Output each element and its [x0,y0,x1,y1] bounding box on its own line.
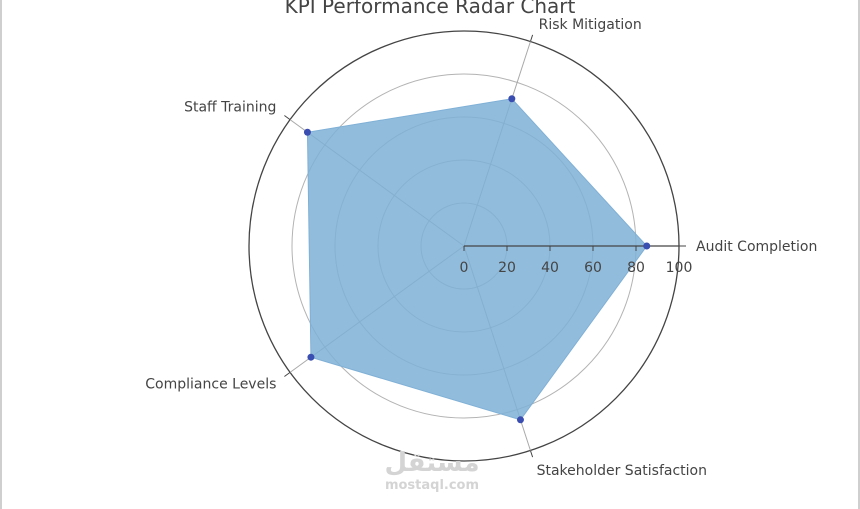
radial-tick-label: 100 [666,260,693,276]
spoke-tick [284,115,291,121]
data-point [508,95,516,103]
radar-area [306,98,648,421]
radar-polygon [306,98,648,421]
data-point [303,128,311,136]
radar-markers [303,95,651,424]
chart-title: KPI Performance Radar Chart [284,0,576,18]
spoke-tick [284,371,291,377]
radial-tick-label: 80 [627,260,645,276]
radial-tick-label: 20 [498,260,516,276]
data-point [307,353,315,361]
watermark-latin: mostaql.com [384,478,480,493]
right-border [858,0,860,509]
category-labels: Audit Completion Risk Mitigation Staff Tra… [145,17,817,479]
category-label: Stakeholder Satisfaction [537,463,707,479]
radial-tick-label: 40 [541,260,559,276]
radial-axis: 0 20 40 60 80 100 [460,245,693,276]
category-label: Compliance Levels [145,376,276,392]
watermark-arabic: مستقل [384,448,480,478]
spoke-tick [529,450,534,458]
data-point [516,416,524,424]
left-border [0,0,2,509]
category-label: Risk Mitigation [539,17,642,33]
category-label: Staff Training [184,100,276,116]
category-label: Audit Completion [696,239,817,255]
radial-tick-label: 0 [460,260,469,276]
spoke-tick [529,34,534,42]
data-point [643,242,651,250]
watermark: مستقل mostaql.com [376,448,488,494]
radial-tick-label: 60 [584,260,602,276]
